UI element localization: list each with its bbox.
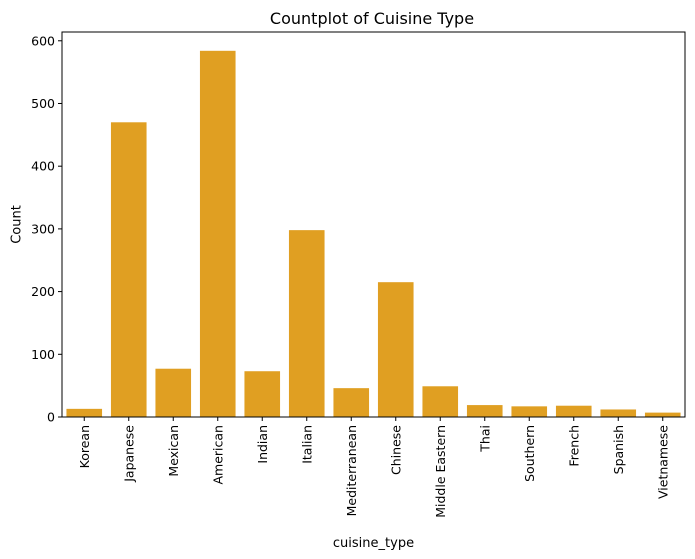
x-tick-label: Vietnamese bbox=[655, 425, 670, 499]
y-tick-label: 0 bbox=[47, 410, 55, 425]
y-tick-label: 100 bbox=[31, 347, 55, 362]
bar-mexican bbox=[155, 368, 192, 417]
bar-middle-eastern bbox=[422, 386, 459, 417]
y-axis-label: Count bbox=[10, 205, 25, 244]
x-tick-label: Indian bbox=[255, 425, 270, 464]
chart-title: Countplot of Cuisine Type bbox=[270, 9, 474, 28]
x-tick-label: Mediterranean bbox=[344, 425, 359, 516]
x-tick-label: French bbox=[566, 425, 581, 467]
x-tick-label: Chinese bbox=[388, 425, 403, 475]
bars-group bbox=[66, 50, 681, 418]
y-tick-label: 500 bbox=[31, 96, 55, 111]
bar-mediterranean bbox=[333, 388, 370, 417]
x-tick-label: Korean bbox=[77, 425, 92, 468]
bar-chinese bbox=[377, 282, 414, 417]
bar-vietnamese bbox=[644, 412, 681, 417]
x-tick-label: Middle Eastern bbox=[433, 425, 448, 518]
y-tick-label: 300 bbox=[31, 221, 55, 236]
bar-indian bbox=[244, 371, 281, 417]
x-tick-label: Mexican bbox=[166, 425, 181, 477]
x-axis-ticks: Korean Japanese Mexican American Indian Itali… bbox=[77, 417, 670, 518]
x-tick-label: Italian bbox=[299, 425, 314, 464]
x-tick-label: Spanish bbox=[611, 425, 626, 474]
x-axis-label: cuisine_type bbox=[333, 536, 414, 551]
x-tick-label: Southern bbox=[522, 425, 537, 482]
bar-japanese bbox=[110, 122, 147, 418]
x-tick-label: American bbox=[210, 425, 225, 485]
bar-thai bbox=[466, 405, 503, 417]
x-tick-label: Japanese bbox=[121, 425, 136, 483]
bar-spanish bbox=[600, 409, 637, 417]
axes-frame bbox=[61, 31, 686, 418]
bar-korean bbox=[66, 408, 103, 417]
bar-american bbox=[199, 50, 236, 418]
bar-southern bbox=[511, 406, 548, 417]
y-tick-label: 600 bbox=[31, 33, 55, 48]
bar-italian bbox=[288, 230, 325, 417]
x-tick-label: Thai bbox=[477, 425, 492, 453]
y-tick-label: 200 bbox=[31, 284, 55, 299]
y-tick-label: 400 bbox=[31, 159, 55, 174]
y-axis-ticks: 0 100 200 300 400 500 600 bbox=[31, 33, 62, 425]
bar-french bbox=[555, 405, 592, 417]
